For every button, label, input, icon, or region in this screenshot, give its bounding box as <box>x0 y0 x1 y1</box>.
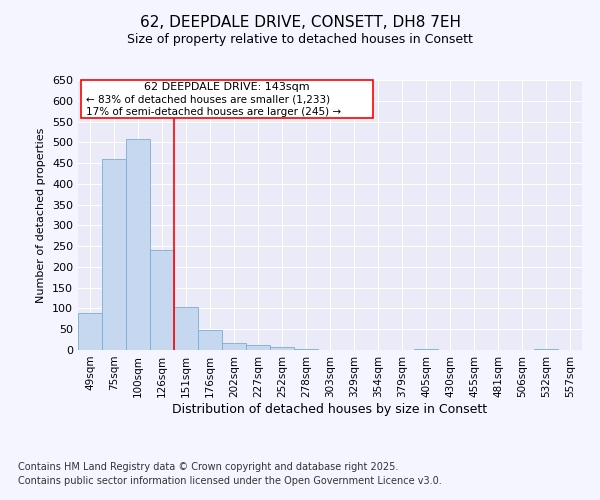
Text: ← 83% of detached houses are smaller (1,233): ← 83% of detached houses are smaller (1,… <box>86 94 329 104</box>
Bar <box>534 349 558 350</box>
Text: Contains public sector information licensed under the Open Government Licence v3: Contains public sector information licen… <box>18 476 442 486</box>
Text: 17% of semi-detached houses are larger (245) →: 17% of semi-detached houses are larger (… <box>86 107 341 117</box>
Text: 62, DEEPDALE DRIVE, CONSETT, DH8 7EH: 62, DEEPDALE DRIVE, CONSETT, DH8 7EH <box>139 15 461 30</box>
Text: Contains HM Land Registry data © Crown copyright and database right 2025.: Contains HM Land Registry data © Crown c… <box>18 462 398 472</box>
Bar <box>102 159 126 350</box>
FancyBboxPatch shape <box>80 80 373 118</box>
Text: 62 DEEPDALE DRIVE: 143sqm: 62 DEEPDALE DRIVE: 143sqm <box>144 82 310 92</box>
Bar <box>78 314 102 350</box>
Bar <box>246 345 270 350</box>
Bar <box>294 349 318 350</box>
Bar <box>222 343 246 350</box>
Bar <box>174 307 198 350</box>
Bar <box>414 349 438 350</box>
Bar <box>126 139 150 350</box>
Text: Size of property relative to detached houses in Consett: Size of property relative to detached ho… <box>127 32 473 46</box>
Bar <box>198 330 222 350</box>
Y-axis label: Number of detached properties: Number of detached properties <box>37 128 46 302</box>
Bar <box>270 346 294 350</box>
Bar <box>150 250 174 350</box>
X-axis label: Distribution of detached houses by size in Consett: Distribution of detached houses by size … <box>172 402 488 415</box>
